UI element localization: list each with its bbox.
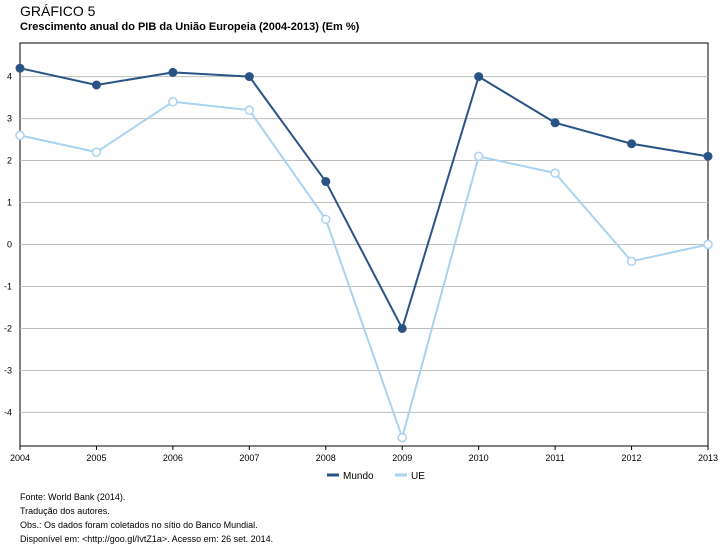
legend-label-ue: UE — [411, 471, 425, 482]
data-point-ue — [703, 239, 713, 250]
x-tick-label: 2008 — [316, 453, 336, 463]
x-tick-label: 2004 — [10, 453, 30, 463]
data-point-mundo — [703, 151, 713, 161]
chart-notes: Fonte: World Bank (2014). Tradução dos a… — [20, 490, 273, 546]
availability-note: Disponível em: <http://goo.gl/IvtZ1a>. A… — [20, 534, 274, 544]
data-point-mundo — [474, 72, 484, 82]
translation-note: Tradução dos autores. — [20, 506, 110, 516]
data-point-ue — [168, 97, 178, 107]
series-line-mundo — [19, 67, 709, 330]
y-tick-label: -1 — [4, 281, 12, 291]
y-tick-label: 2 — [7, 156, 12, 166]
y-tick-label: -4 — [4, 407, 12, 417]
data-point-mundo — [550, 118, 560, 128]
source-note: Fonte: World Bank (2014). — [20, 492, 126, 502]
observation-note: Obs.: Os dados foram coletados no sítio … — [20, 520, 258, 530]
x-tick-label: 2009 — [392, 453, 412, 463]
data-point-mundo — [627, 139, 637, 149]
legend-label-mundo: Mundo — [343, 471, 374, 482]
data-point-ue — [244, 105, 255, 115]
x-tick-label: 2011 — [545, 453, 564, 463]
x-tick-label: 2012 — [622, 453, 642, 463]
x-tick-label: 2005 — [86, 453, 106, 463]
x-tick-label: 2013 — [698, 453, 718, 463]
x-tick-label: 2010 — [469, 453, 489, 463]
data-point-ue — [473, 151, 484, 162]
data-point-ue — [15, 130, 25, 141]
data-point-mundo — [91, 80, 101, 90]
data-point-ue — [321, 214, 331, 225]
data-point-ue — [397, 432, 407, 443]
data-point-ue — [91, 147, 102, 157]
line-chart: -4 -3 -2 -1 0 1 2 3 4 2004 2005 2006 2007 2008 2009 201… — [4, 42, 718, 482]
y-tick-label: -2 — [4, 323, 12, 333]
data-point-mundo — [397, 323, 407, 333]
data-point-ue — [550, 168, 560, 178]
y-tick-label: 4 — [7, 72, 12, 82]
data-point-mundo — [15, 63, 25, 73]
y-tick-label: -3 — [4, 365, 12, 375]
x-tick-label: 2007 — [239, 453, 259, 463]
data-point-ue — [626, 256, 637, 267]
chart-title: Crescimento anual do PIB da União Europe… — [20, 21, 360, 33]
y-tick-label: 3 — [7, 114, 12, 124]
y-tick-label: 0 — [7, 240, 12, 250]
figure-label: GRÁFICO 5 — [20, 3, 96, 19]
data-point-mundo — [321, 177, 331, 187]
x-tick-label: 2006 — [163, 453, 183, 463]
series-line-ue — [19, 100, 709, 439]
data-point-mundo — [168, 67, 178, 77]
data-point-mundo — [244, 72, 254, 82]
y-tick-label: 1 — [7, 198, 12, 208]
